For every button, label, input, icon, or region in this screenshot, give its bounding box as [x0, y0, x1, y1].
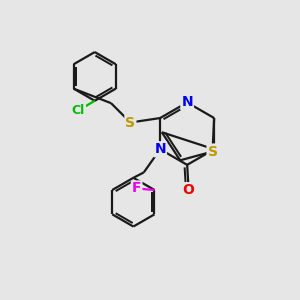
- Text: S: S: [208, 145, 218, 158]
- Text: N: N: [181, 95, 193, 110]
- Text: N: N: [154, 142, 166, 156]
- Text: F: F: [132, 182, 141, 196]
- Text: O: O: [183, 183, 195, 197]
- Text: S: S: [125, 116, 135, 130]
- Text: Cl: Cl: [72, 104, 85, 117]
